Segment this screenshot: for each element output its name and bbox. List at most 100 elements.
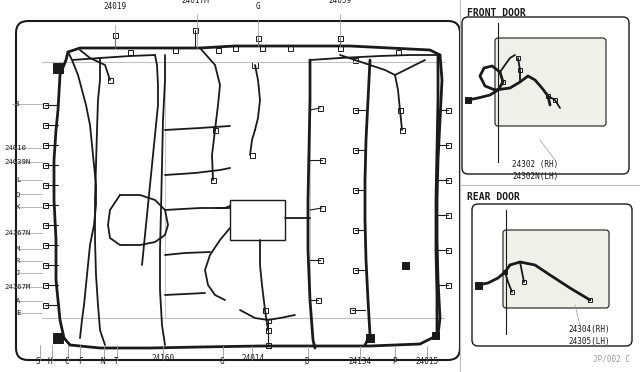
- FancyBboxPatch shape: [495, 38, 606, 126]
- Text: 24019: 24019: [104, 2, 127, 11]
- Bar: [366, 334, 374, 342]
- Bar: [353, 148, 358, 153]
- Bar: [42, 282, 47, 288]
- Text: G: G: [220, 357, 224, 366]
- FancyBboxPatch shape: [462, 17, 629, 174]
- Text: 24014: 24014: [241, 354, 264, 363]
- Bar: [445, 108, 451, 112]
- Bar: [445, 212, 451, 218]
- Bar: [287, 45, 292, 51]
- Bar: [319, 157, 324, 163]
- Text: 24039N: 24039N: [4, 159, 30, 165]
- Bar: [353, 108, 358, 112]
- Bar: [510, 290, 514, 294]
- Bar: [516, 56, 520, 60]
- Text: FRONT DOOR: FRONT DOOR: [467, 8, 525, 18]
- Text: 24167M: 24167M: [4, 284, 30, 290]
- Bar: [262, 308, 268, 312]
- FancyBboxPatch shape: [472, 204, 632, 346]
- Bar: [445, 282, 451, 288]
- Bar: [113, 32, 118, 38]
- Bar: [445, 177, 451, 183]
- Bar: [42, 142, 47, 148]
- Bar: [42, 202, 47, 208]
- Bar: [42, 163, 47, 167]
- Bar: [503, 270, 507, 274]
- Text: 24302 (RH): 24302 (RH): [512, 160, 558, 169]
- Text: J: J: [16, 270, 20, 276]
- Text: S: S: [36, 357, 40, 366]
- Text: B: B: [14, 101, 19, 107]
- Bar: [465, 97, 471, 103]
- Text: REAR DOOR: REAR DOOR: [467, 192, 520, 202]
- Bar: [553, 98, 557, 102]
- Bar: [522, 280, 526, 284]
- Bar: [42, 103, 47, 108]
- Bar: [337, 35, 342, 41]
- Bar: [193, 28, 198, 32]
- Text: D: D: [305, 357, 309, 366]
- Text: 24015: 24015: [415, 357, 438, 366]
- Bar: [316, 298, 321, 302]
- Text: K: K: [16, 204, 20, 210]
- Bar: [353, 267, 358, 273]
- Text: R: R: [16, 258, 20, 264]
- Bar: [353, 187, 358, 192]
- Bar: [445, 142, 451, 148]
- Bar: [501, 80, 505, 84]
- Bar: [317, 106, 323, 110]
- Bar: [252, 62, 258, 68]
- Bar: [42, 222, 47, 228]
- Bar: [337, 45, 342, 51]
- Bar: [212, 128, 218, 132]
- Bar: [353, 58, 358, 62]
- Bar: [259, 45, 264, 51]
- Text: 24134: 24134: [348, 357, 372, 366]
- Bar: [255, 35, 260, 41]
- Text: E: E: [16, 310, 20, 316]
- Bar: [399, 128, 404, 132]
- Text: Q: Q: [16, 191, 20, 197]
- Bar: [518, 68, 522, 72]
- Bar: [266, 327, 271, 333]
- Bar: [108, 77, 113, 83]
- Bar: [319, 205, 324, 211]
- Bar: [353, 228, 358, 232]
- Bar: [42, 263, 47, 267]
- FancyBboxPatch shape: [503, 230, 609, 308]
- Bar: [53, 333, 63, 343]
- Bar: [42, 122, 47, 128]
- Bar: [397, 108, 403, 112]
- Bar: [546, 94, 550, 98]
- Bar: [53, 63, 63, 73]
- Text: N: N: [100, 357, 106, 366]
- Text: L: L: [16, 177, 20, 183]
- Bar: [42, 183, 47, 187]
- Text: H: H: [48, 357, 52, 366]
- Bar: [588, 298, 592, 302]
- Bar: [232, 45, 237, 51]
- Bar: [266, 317, 271, 323]
- Text: T: T: [114, 357, 118, 366]
- Bar: [211, 177, 216, 183]
- Bar: [230, 200, 285, 240]
- Text: 24167N: 24167N: [4, 230, 30, 236]
- Text: 24010: 24010: [4, 145, 26, 151]
- Bar: [42, 243, 47, 247]
- Bar: [250, 153, 255, 157]
- Text: M: M: [16, 246, 20, 252]
- Text: C: C: [65, 357, 69, 366]
- Text: F: F: [77, 357, 83, 366]
- Text: JP/002 C: JP/002 C: [593, 355, 630, 364]
- Text: 24017M: 24017M: [181, 0, 209, 5]
- Text: 24160: 24160: [152, 354, 175, 363]
- Text: 24302N(LH): 24302N(LH): [512, 172, 558, 181]
- Text: P: P: [393, 357, 397, 366]
- Bar: [216, 48, 221, 52]
- Bar: [474, 282, 481, 289]
- Bar: [127, 49, 132, 55]
- Bar: [431, 331, 438, 339]
- FancyBboxPatch shape: [16, 21, 460, 360]
- Bar: [173, 48, 177, 52]
- Bar: [42, 302, 47, 308]
